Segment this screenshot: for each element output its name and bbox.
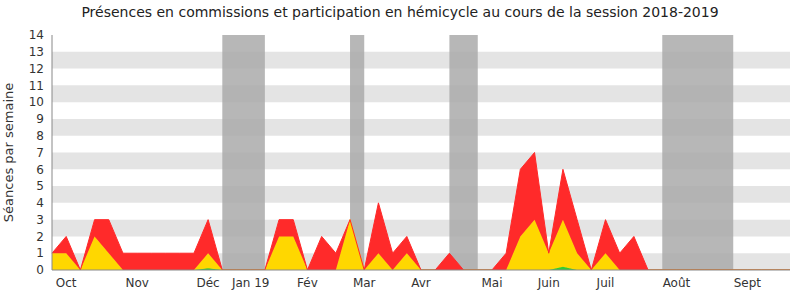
svg-text:Avr: Avr bbox=[411, 276, 431, 290]
svg-text:Sept: Sept bbox=[734, 276, 762, 290]
svg-text:1: 1 bbox=[36, 246, 44, 260]
svg-text:10: 10 bbox=[29, 95, 44, 109]
svg-text:Mar: Mar bbox=[353, 276, 376, 290]
svg-text:7: 7 bbox=[36, 146, 44, 160]
svg-text:Déc: Déc bbox=[196, 276, 219, 290]
svg-text:5: 5 bbox=[36, 179, 44, 193]
svg-text:Séances par semaine: Séances par semaine bbox=[8, 83, 16, 222]
svg-text:0: 0 bbox=[36, 263, 44, 277]
svg-text:Mai: Mai bbox=[481, 276, 502, 290]
svg-text:8: 8 bbox=[36, 129, 44, 143]
html-text:Présences en commissions et pa: Présences en commissions et participatio… bbox=[81, 4, 719, 20]
svg-text:6: 6 bbox=[36, 163, 44, 177]
svg-text:Nov: Nov bbox=[125, 276, 148, 290]
svg-text:Oct: Oct bbox=[56, 276, 77, 290]
svg-text:2: 2 bbox=[36, 230, 44, 244]
svg-text:4: 4 bbox=[36, 196, 44, 210]
svg-text:Juil: Juil bbox=[596, 276, 615, 290]
svg-text:Juin: Juin bbox=[537, 276, 560, 290]
svg-text:12: 12 bbox=[29, 62, 44, 76]
svg-text:9: 9 bbox=[36, 112, 44, 126]
svg-text:Août: Août bbox=[663, 276, 691, 290]
svg-text:3: 3 bbox=[36, 213, 44, 227]
svg-text:11: 11 bbox=[29, 79, 44, 93]
svg-text:Fév: Fév bbox=[297, 276, 318, 290]
svg-text:Jan 19: Jan 19 bbox=[231, 276, 270, 290]
svg-text:14: 14 bbox=[29, 28, 44, 42]
svg-text:13: 13 bbox=[29, 45, 44, 59]
